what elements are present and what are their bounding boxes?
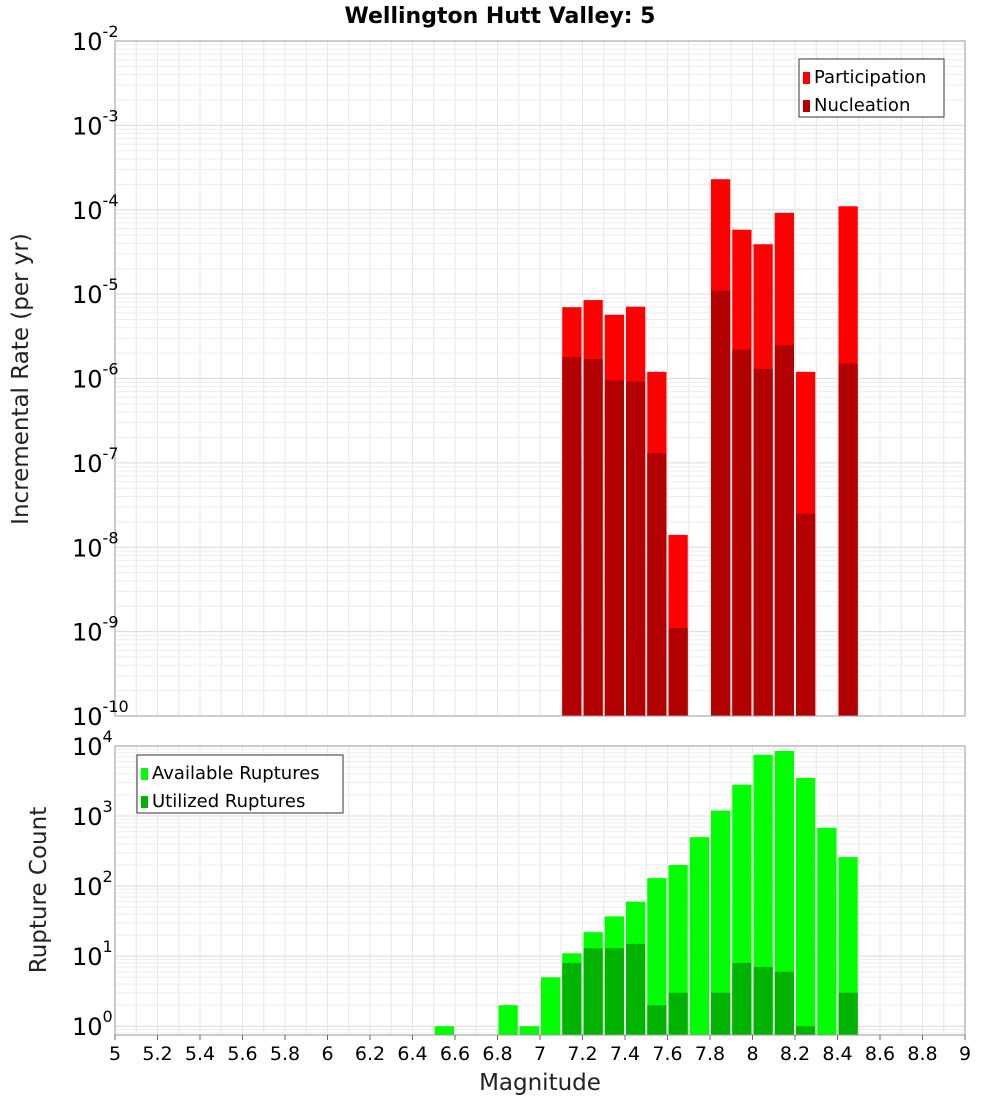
legend-label: Available Ruptures (152, 763, 320, 784)
x-tick-label: 8.8 (907, 1043, 937, 1065)
y-tick-label: 10-2 (72, 22, 119, 56)
y-tick-label: 10-8 (72, 528, 119, 562)
x-tick-label: 6.4 (397, 1043, 427, 1065)
y-tick-label: 10-10 (72, 697, 129, 731)
bar-overlay-nucleation (711, 290, 731, 716)
y-tick-label: 100 (72, 1007, 113, 1041)
x-tick-label: 5 (109, 1043, 121, 1065)
x-tick-label: 5.4 (185, 1043, 215, 1065)
bar-overlay-nucleation (753, 368, 773, 716)
y-tick-label: 10-6 (72, 360, 119, 394)
x-tick-label: 7 (534, 1043, 546, 1065)
legend-label: Participation (814, 67, 926, 88)
bar-overlay-utilized-ruptures (647, 1005, 667, 1035)
bar-available-ruptures (519, 1026, 539, 1035)
bar-available-ruptures (498, 1005, 518, 1035)
bar-overlay-utilized-ruptures (711, 992, 731, 1035)
bottom-plot-panel: 100 101 102 103 104 5 5.2 5.4 5.6 5.8 6 6.2 6.4 6.6 6… (26, 727, 971, 1096)
x-tick-label: 6 (321, 1043, 333, 1065)
legend-label: Utilized Ruptures (152, 791, 305, 812)
x-tick-label: 8.6 (865, 1043, 895, 1065)
bottom-y-ticks: 100 101 102 103 104 (72, 727, 113, 1041)
x-tick-label: 5.6 (227, 1043, 257, 1065)
x-tick-label: 9 (959, 1043, 971, 1065)
bar-overlay-nucleation (583, 359, 603, 716)
x-tick-label: 5.2 (142, 1043, 172, 1065)
bar-overlay-utilized-ruptures (668, 992, 688, 1035)
bar-overlay-utilized-ruptures (796, 1026, 816, 1035)
bar-overlay-utilized-ruptures (583, 948, 603, 1035)
legend-swatch (803, 100, 810, 112)
bar-available-ruptures (838, 857, 858, 1035)
bottom-legend: Available Ruptures Utilized Ruptures (136, 754, 344, 814)
top-plot-panel: 10-10 10-9 10-8 10-7 10-6 10-5 10-4 10-3 10-2 In… (8, 22, 966, 731)
y-tick-label: 10-4 (72, 191, 119, 225)
bar-overlay-nucleation (626, 381, 646, 716)
top-plot-frame (114, 40, 966, 717)
bar-overlay-utilized-ruptures (626, 943, 646, 1035)
legend-swatch (803, 72, 810, 84)
bar-overlay-nucleation (838, 363, 858, 716)
x-tick-label: 7.6 (652, 1043, 682, 1065)
bar-overlay-utilized-ruptures (604, 948, 624, 1035)
bar-overlay-nucleation (668, 628, 688, 716)
x-tick-label: 8.4 (822, 1043, 852, 1065)
x-tick-label: 6.8 (482, 1043, 512, 1065)
top-grid (114, 40, 966, 717)
bar-available-ruptures (753, 754, 773, 1035)
legend-box (798, 58, 945, 118)
bar-overlay-nucleation (732, 349, 752, 716)
x-tick-label: 7.8 (695, 1043, 725, 1065)
y-tick-label: 10-7 (72, 444, 119, 478)
y-tick-label: 102 (72, 867, 113, 901)
chart-title: Wellington Hutt Valley: 5 (345, 4, 656, 29)
x-tick-label: 7.4 (610, 1043, 640, 1065)
bottom-y-axis-label: Rupture Count (26, 807, 52, 973)
bar-overlay-nucleation (604, 380, 624, 716)
x-tick-label: 5.8 (270, 1043, 300, 1065)
legend-swatch (141, 796, 148, 808)
legend-label: Nucleation (814, 95, 910, 116)
y-tick-label: 101 (72, 937, 113, 971)
bar-available-ruptures (689, 837, 709, 1035)
legend-swatch (141, 768, 148, 780)
bar-overlay-nucleation (796, 513, 816, 716)
y-tick-label: 10-5 (72, 275, 119, 309)
legend-box (136, 754, 344, 814)
bar-available-ruptures (668, 865, 688, 1035)
bar-available-ruptures (817, 827, 837, 1035)
y-tick-label: 104 (72, 727, 113, 761)
bar-available-ruptures (711, 810, 731, 1035)
bottom-bars (434, 750, 858, 1035)
bar-available-ruptures (434, 1026, 454, 1035)
y-tick-label: 10-3 (72, 106, 119, 140)
x-ticks: 5 5.2 5.4 5.6 5.8 6 6.2 6.4 6.6 6.8 7 7.2 7.4 7.6 7.8 8… (109, 1035, 971, 1065)
bar-available-ruptures (796, 777, 816, 1035)
x-tick-label: 7.2 (567, 1043, 597, 1065)
bar-overlay-utilized-ruptures (562, 962, 582, 1035)
top-legend: Participation Nucleation (798, 58, 945, 118)
bar-available-ruptures (774, 750, 794, 1035)
bar-overlay-nucleation (774, 344, 794, 716)
top-bars (562, 179, 858, 717)
y-tick-label: 10-9 (72, 613, 119, 647)
y-tick-label: 103 (72, 797, 113, 831)
bar-overlay-utilized-ruptures (732, 962, 752, 1035)
bar-overlay-utilized-ruptures (838, 992, 858, 1035)
x-tick-label: 8 (746, 1043, 758, 1065)
top-y-ticks: 10-10 10-9 10-8 10-7 10-6 10-5 10-4 10-3 10-2 (72, 22, 129, 731)
bar-available-ruptures (647, 878, 667, 1035)
x-tick-label: 6.2 (355, 1043, 385, 1065)
bar-available-ruptures (541, 977, 561, 1035)
bar-overlay-utilized-ruptures (774, 971, 794, 1035)
x-tick-label: 8.2 (780, 1043, 810, 1065)
x-axis-label: Magnitude (479, 1070, 601, 1096)
top-y-axis-label: Incremental Rate (per yr) (8, 233, 34, 525)
bar-overlay-nucleation (562, 356, 582, 716)
bar-overlay-nucleation (647, 453, 667, 716)
x-tick-label: 6.6 (440, 1043, 470, 1065)
bar-overlay-utilized-ruptures (753, 967, 773, 1035)
